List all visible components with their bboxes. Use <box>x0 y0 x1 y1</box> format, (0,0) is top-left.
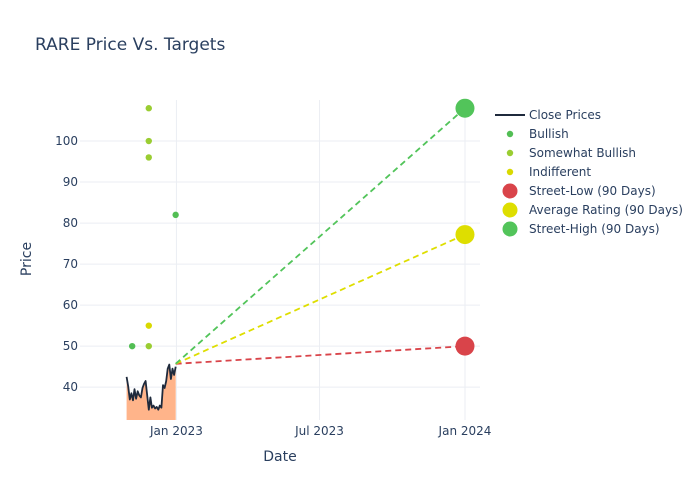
x-tick-label: Jan 2023 <box>149 424 203 438</box>
y-tick-label: 40 <box>63 380 78 394</box>
legend-dot-symbol <box>502 202 518 218</box>
x-tick-label: Jan 2024 <box>438 424 492 438</box>
y-tick-label: 90 <box>63 175 78 189</box>
projection-line <box>175 345 466 365</box>
legend-label: Street-Low (90 Days) <box>529 184 656 198</box>
rating-markers <box>128 98 475 356</box>
legend-label: Close Prices <box>529 108 601 122</box>
rating-point <box>455 225 475 245</box>
rating-point <box>455 336 475 356</box>
close-price-path <box>125 363 177 411</box>
close-price-area <box>126 364 176 420</box>
chart-title: RARE Price Vs. Targets <box>35 35 225 55</box>
y-tick-label: 70 <box>63 257 78 271</box>
rating-point <box>145 154 152 161</box>
close-price-line <box>125 363 177 411</box>
rating-point <box>128 342 136 350</box>
legend-label: Indifferent <box>529 165 591 179</box>
y-tick-label: 80 <box>63 216 78 230</box>
rating-point <box>455 98 475 118</box>
rating-point <box>145 342 152 350</box>
rating-point <box>172 211 179 219</box>
x-axis-ticks: Jan 2023 Jul 2023 Jan 2024 <box>149 424 491 438</box>
legend: Close Prices Bullish Somewhat Bullish Indif… <box>495 108 683 237</box>
x-tick-label: Jul 2023 <box>294 424 344 438</box>
projection-line <box>175 107 466 365</box>
y-axis-ticks: 40 50 60 70 80 90 100 <box>55 134 78 394</box>
legend-label: Somewhat Bullish <box>529 146 636 160</box>
y-tick-label: 100 <box>55 134 78 148</box>
rating-point <box>145 105 152 112</box>
legend-dot-symbol <box>506 149 514 157</box>
legend-dot-symbol <box>506 130 514 138</box>
projection-line <box>175 233 466 365</box>
legend-dot-symbol <box>506 168 514 176</box>
legend-label: Average Rating (90 Days) <box>529 203 683 217</box>
y-tick-label: 50 <box>63 339 78 353</box>
rating-point <box>145 322 152 329</box>
legend-dot-symbol <box>502 183 518 199</box>
close-price-fill <box>126 364 176 420</box>
x-axis-label: Date <box>263 449 296 465</box>
y-axis-label: Price <box>19 242 35 276</box>
legend-dot-symbol <box>502 221 518 237</box>
projection-lines <box>175 107 466 365</box>
legend-label: Bullish <box>529 127 569 141</box>
y-tick-label: 60 <box>63 298 78 312</box>
legend-label: Street-High (90 Days) <box>529 222 660 236</box>
rating-point <box>145 137 152 145</box>
